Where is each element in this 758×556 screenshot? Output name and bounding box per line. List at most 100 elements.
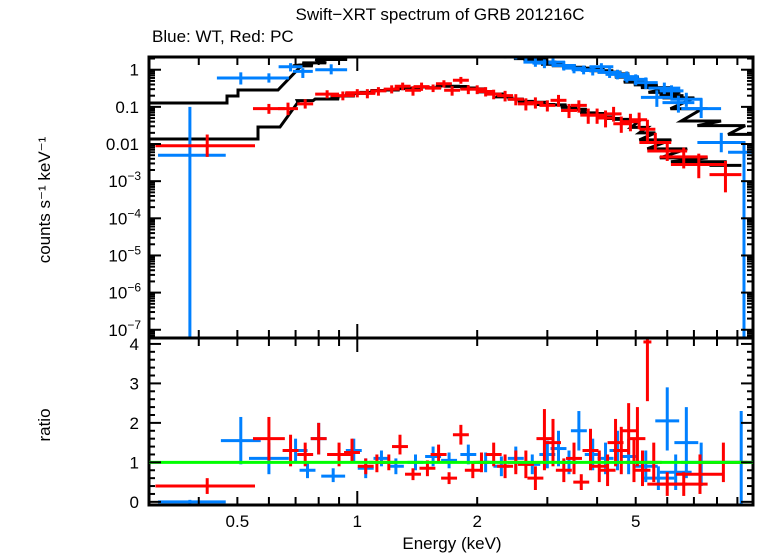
data-point [310, 422, 327, 455]
data-point [464, 462, 481, 479]
data-point [634, 450, 651, 487]
x-tick-label: 1 [353, 512, 362, 531]
data-point [444, 86, 461, 96]
data-point [536, 409, 553, 471]
data-point [155, 478, 256, 494]
data-point [315, 90, 340, 99]
x-axis-label: Energy (keV) [402, 534, 501, 553]
data-point [430, 444, 447, 463]
data-point [517, 450, 534, 479]
y-axis-label-spectrum: counts s⁻¹ keV⁻¹ [35, 136, 54, 263]
y-tick-label: 1 [130, 453, 139, 472]
x-tick-label: 2 [472, 512, 481, 531]
data-point [278, 63, 303, 72]
data-point [497, 90, 514, 102]
y-tick-label: 10−3 [108, 169, 141, 191]
series-pc [155, 76, 742, 193]
data-point [477, 87, 494, 97]
y-tick-label: 3 [130, 374, 139, 393]
y-tick-label: 0.01 [106, 135, 139, 154]
data-point [589, 108, 606, 124]
data-point [670, 153, 727, 179]
data-point [659, 85, 684, 99]
y-axis-label-ratio: ratio [35, 408, 54, 441]
data-point [582, 428, 599, 471]
data-point [674, 407, 699, 479]
data-point [392, 434, 408, 455]
data-point [631, 112, 648, 130]
data-point [155, 134, 256, 157]
data-point [655, 387, 680, 451]
data-point [507, 94, 524, 106]
data-point [252, 416, 285, 461]
data-point [359, 89, 376, 99]
data-point [441, 472, 458, 485]
data-point [566, 442, 582, 475]
data-point [527, 466, 544, 490]
data-point [394, 82, 411, 91]
data-point [345, 438, 362, 463]
data-point [570, 411, 587, 451]
data-point [681, 98, 722, 119]
data-point [405, 468, 421, 481]
data-point [622, 113, 639, 132]
y-tick-label: 4 [130, 335, 139, 354]
data-point [620, 403, 637, 455]
y-tick-label: 0.1 [115, 98, 139, 117]
data-point [573, 474, 590, 490]
data-point [589, 63, 614, 72]
data-point [597, 110, 614, 128]
data-point [452, 424, 469, 445]
data-point [709, 160, 742, 193]
x-tick-label: 0.5 [226, 512, 250, 531]
spectrum-panel: 1 0.1 0.01 10−3 10−4 10−5 10−6 10−7 [106, 55, 755, 340]
data-point [605, 106, 622, 122]
plot-frame [147, 55, 755, 340]
data-point [441, 452, 458, 469]
plot-frame [147, 336, 755, 507]
data-point [299, 462, 316, 479]
chart-title: Swift−XRT spectrum of GRB 201216C [296, 5, 585, 24]
data-point [697, 132, 746, 153]
data-point [591, 450, 608, 483]
data-point [527, 97, 544, 109]
model-line-wt [149, 55, 753, 136]
data-point [633, 77, 658, 90]
data-point [220, 416, 261, 465]
y-tick-label: 1 [130, 61, 139, 80]
data-point [357, 458, 374, 475]
y-tick-label: 10−7 [108, 318, 141, 340]
data-point [497, 454, 514, 479]
data-point [613, 116, 630, 133]
data-point [545, 418, 561, 467]
data-point [278, 102, 298, 116]
data-point [640, 90, 673, 107]
data-point [321, 468, 346, 483]
data-point [370, 87, 387, 96]
data-point [599, 454, 616, 487]
data-point [670, 92, 703, 107]
data-point [629, 407, 646, 467]
data-point [292, 68, 313, 78]
y-tick-label: 2 [130, 414, 139, 433]
x-tick-label: 5 [631, 512, 640, 531]
ratio-panel: 0 1 2 3 4 0.5 1 2 5 [130, 57, 755, 531]
data-point [561, 103, 577, 119]
data-point [613, 426, 630, 475]
y-tick-label: 10−4 [108, 206, 141, 228]
data-point [469, 85, 486, 95]
data-point [721, 411, 753, 505]
data-point [642, 466, 675, 490]
data-point [252, 73, 289, 83]
data-point [452, 76, 469, 84]
data-point [344, 438, 360, 463]
data-point [435, 80, 452, 88]
data-point [550, 94, 567, 107]
y-tick-label: 10−5 [108, 243, 141, 265]
data-point [405, 86, 421, 96]
data-point [639, 119, 656, 142]
data-point [297, 99, 314, 109]
y-tick-label: 0 [130, 493, 139, 512]
chart-subtitle: Blue: WT, Red: PC [152, 27, 294, 46]
